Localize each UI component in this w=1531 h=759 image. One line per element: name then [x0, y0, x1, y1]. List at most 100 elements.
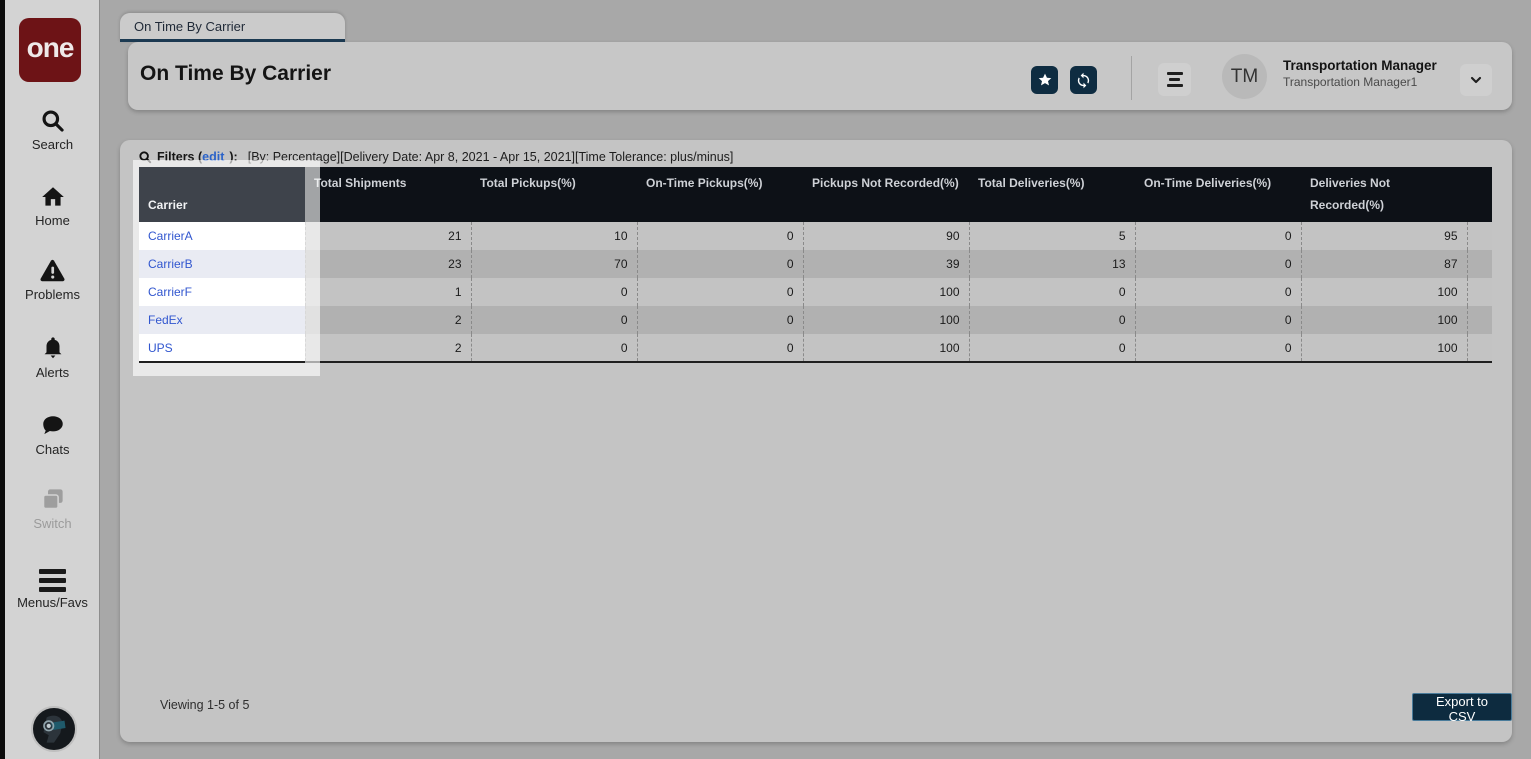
- warning-triangle-icon: [38, 257, 67, 284]
- cell-pickups-not-recorded: 90: [803, 222, 970, 251]
- sidebar-item-switch[interactable]: Switch: [5, 486, 100, 531]
- cell-total-pickups: 10: [471, 222, 638, 251]
- sidebar-item-problems[interactable]: Problems: [5, 257, 100, 302]
- cell-total-pickups: 0: [471, 278, 638, 307]
- cell-on-time-pickups: 0: [637, 278, 804, 307]
- cell-total-pickups: 70: [471, 250, 638, 279]
- refresh-button[interactable]: [1070, 66, 1097, 94]
- cell-total-deliveries: 5: [969, 222, 1136, 251]
- sidebar-item-label: Menus/Favs: [17, 595, 88, 610]
- cell-deliveries-not-recorded: 100: [1301, 334, 1468, 363]
- tab-label: On Time By Carrier: [134, 19, 246, 34]
- filters-edit-link[interactable]: edit: [202, 150, 225, 164]
- cell-total-shipments: 23: [305, 250, 472, 279]
- cell-total-shipments: 2: [305, 334, 472, 363]
- chat-bubble-icon: [39, 413, 67, 439]
- cell-total-deliveries: 0: [969, 306, 1136, 335]
- filters-bar: Filters (edit): [By: Percentage][Deliver…: [138, 149, 733, 165]
- cell-pickups-not-recorded: 100: [803, 334, 970, 363]
- column-header-carrier[interactable]: Carrier: [139, 167, 305, 223]
- user-role: Transportation Manager: [1283, 58, 1437, 73]
- cell-on-time-deliveries: 0: [1135, 222, 1302, 251]
- pagination-status: Viewing 1-5 of 5: [160, 698, 250, 712]
- sidebar-item-search[interactable]: Search: [5, 107, 100, 152]
- column-header-total-pickups[interactable]: Total Pickups(%): [471, 167, 637, 223]
- cell-deliveries-not-recorded: 95: [1301, 222, 1468, 251]
- logo-text: one: [26, 32, 75, 63]
- column-header-spacer: [1467, 167, 1492, 223]
- page-title: On Time By Carrier: [140, 62, 332, 85]
- tab-on-time-by-carrier[interactable]: On Time By Carrier: [120, 13, 345, 42]
- filters-criteria: [By: Percentage][Delivery Date: Apr 8, 2…: [247, 150, 734, 164]
- table-row: CarrierB 23 70 0 39 13 0 87: [139, 250, 1492, 279]
- column-header-deliveries-not-recorded[interactable]: Deliveries Not Recorded(%): [1301, 167, 1467, 223]
- carrier-link[interactable]: FedEx: [148, 313, 183, 328]
- switch-org-icon: [39, 486, 66, 513]
- home-icon: [39, 184, 67, 210]
- sidebar-item-label: Switch: [33, 516, 72, 531]
- menu-bars-icon: [39, 566, 66, 592]
- screen-edge: [0, 0, 5, 759]
- cell-total-shipments: 21: [305, 222, 472, 251]
- header-menu-button[interactable]: [1158, 63, 1191, 96]
- user-initials: TM: [1230, 65, 1259, 87]
- sidebar: one Search Home Problems: [5, 0, 100, 759]
- table-header-row: Carrier Total Shipments Total Pickups(%)…: [139, 167, 1492, 223]
- cell-on-time-deliveries: 0: [1135, 250, 1302, 279]
- cell-total-shipments: 2: [305, 306, 472, 335]
- sidebar-item-label: Chats: [35, 442, 70, 457]
- user-name: Transportation Manager1: [1283, 74, 1418, 89]
- carrier-link[interactable]: CarrierB: [148, 257, 193, 272]
- sidebar-item-menus-favs[interactable]: Menus/Favs: [5, 566, 100, 610]
- column-header-total-shipments[interactable]: Total Shipments: [305, 167, 471, 223]
- column-header-on-time-deliveries[interactable]: On-Time Deliveries(%): [1135, 167, 1301, 223]
- cell-total-deliveries: 0: [969, 334, 1136, 363]
- column-header-pickups-not-recorded[interactable]: Pickups Not Recorded(%): [803, 167, 969, 223]
- cell-on-time-pickups: 0: [637, 306, 804, 335]
- cell-pickups-not-recorded: 100: [803, 278, 970, 307]
- one-network-logo[interactable]: one: [19, 18, 81, 82]
- cell-deliveries-not-recorded: 100: [1301, 306, 1468, 335]
- column-header-on-time-pickups[interactable]: On-Time Pickups(%): [637, 167, 803, 223]
- cell-on-time-deliveries: 0: [1135, 306, 1302, 335]
- page-header: On Time By Carrier TM Transportation Man…: [128, 42, 1512, 110]
- user-info: Transportation Manager Transportation Ma…: [1283, 57, 1437, 90]
- bell-icon: [40, 334, 66, 362]
- cell-on-time-pickups: 0: [637, 222, 804, 251]
- sidebar-item-chats[interactable]: Chats: [5, 413, 100, 457]
- cell-deliveries-not-recorded: 100: [1301, 278, 1468, 307]
- carrier-link[interactable]: CarrierA: [148, 229, 193, 244]
- search-icon: [39, 107, 66, 134]
- favorite-button[interactable]: [1031, 66, 1058, 94]
- carrier-table: Carrier Total Shipments Total Pickups(%)…: [139, 167, 1492, 364]
- sidebar-item-alerts[interactable]: Alerts: [5, 334, 100, 380]
- sidebar-item-home[interactable]: Home: [5, 184, 100, 228]
- sidebar-item-label: Alerts: [35, 365, 70, 380]
- refresh-icon: [1077, 72, 1090, 88]
- chevron-down-icon: [1470, 76, 1482, 84]
- carrier-link[interactable]: UPS: [148, 340, 173, 355]
- column-header-total-deliveries[interactable]: Total Deliveries(%): [969, 167, 1135, 223]
- cell-total-pickups: 0: [471, 334, 638, 363]
- table-row: FedEx 2 0 0 100 0 0 100: [139, 306, 1492, 335]
- user-menu-button[interactable]: [1460, 64, 1492, 96]
- cell-total-shipments: 1: [305, 278, 472, 307]
- cell-deliveries-not-recorded: 87: [1301, 250, 1468, 279]
- header-divider: [1131, 56, 1132, 100]
- cell-total-pickups: 0: [471, 306, 638, 335]
- cell-on-time-deliveries: 0: [1135, 334, 1302, 363]
- filters-label-suffix: ):: [229, 150, 238, 164]
- filter-search-icon: [139, 151, 152, 164]
- assistant-avatar[interactable]: [31, 706, 77, 752]
- carrier-link[interactable]: CarrierF: [148, 285, 192, 300]
- table-row: CarrierA 21 10 0 90 5 0 95: [139, 222, 1492, 251]
- cell-pickups-not-recorded: 39: [803, 250, 970, 279]
- table-row: CarrierF 1 0 0 100 0 0 100: [139, 278, 1492, 307]
- report-panel: Filters (edit): [By: Percentage][Deliver…: [120, 140, 1512, 742]
- cell-on-time-pickups: 0: [637, 250, 804, 279]
- table-row: UPS 2 0 0 100 0 0 100: [139, 334, 1492, 363]
- robot-head-icon: [33, 708, 75, 750]
- export-to-csv-button[interactable]: Export to CSV: [1412, 693, 1512, 724]
- user-avatar[interactable]: TM: [1222, 54, 1267, 99]
- filters-label: Filters (: [157, 150, 203, 164]
